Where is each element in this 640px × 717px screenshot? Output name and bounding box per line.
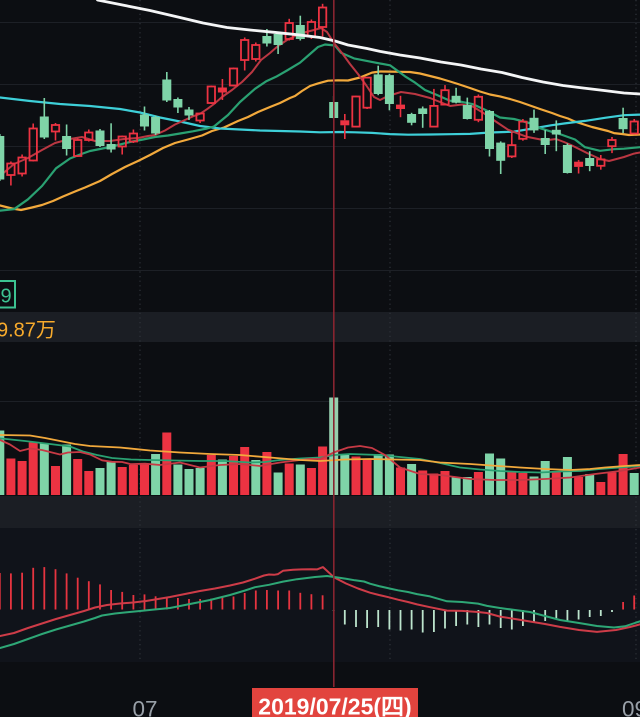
svg-text:09: 09 (622, 697, 640, 717)
svg-text:07: 07 (133, 697, 158, 717)
svg-text:2019/07/25(四): 2019/07/25(四) (258, 694, 411, 717)
svg-text:9.87万: 9.87万 (0, 320, 56, 342)
svg-text:9: 9 (1, 286, 12, 308)
